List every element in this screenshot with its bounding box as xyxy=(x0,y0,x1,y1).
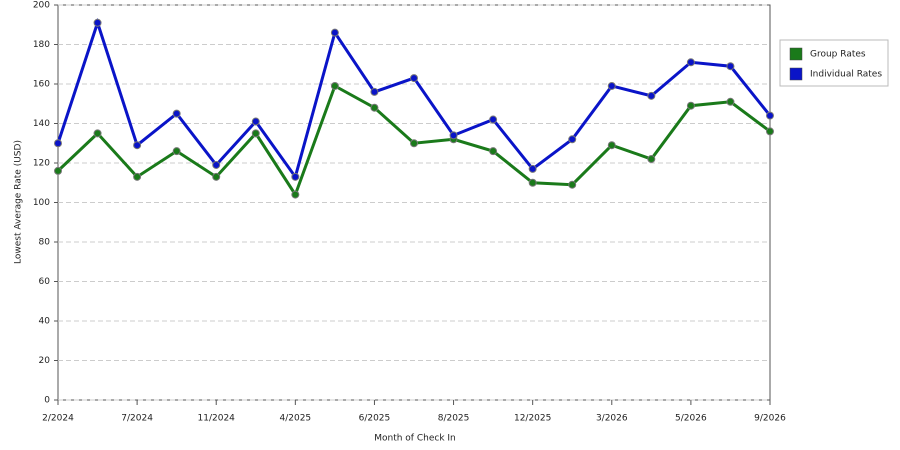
data-point xyxy=(212,160,221,169)
data-point xyxy=(607,141,616,150)
x-axis-title: Month of Check In xyxy=(374,434,456,444)
y-tick-label: 200 xyxy=(33,1,50,11)
data-point xyxy=(291,172,300,181)
data-point xyxy=(172,147,181,156)
data-point xyxy=(726,62,735,71)
x-tick-label: 2/2024 xyxy=(42,414,74,424)
data-point xyxy=(686,58,695,67)
data-point xyxy=(93,18,102,27)
x-tick-label: 9/2026 xyxy=(754,414,786,424)
x-tick-label: 11/2024 xyxy=(198,414,236,424)
x-tick-label: 8/2025 xyxy=(438,414,470,424)
data-point xyxy=(528,178,537,187)
data-point xyxy=(370,103,379,112)
data-point xyxy=(54,166,62,175)
data-point xyxy=(251,117,260,126)
y-tick-label: 160 xyxy=(33,80,50,90)
data-point xyxy=(647,91,656,100)
legend-label: Individual Rates xyxy=(810,70,882,80)
y-axis-title: Lowest Average Rate (USD) xyxy=(14,140,24,264)
y-tick-label: 60 xyxy=(39,277,51,287)
data-point xyxy=(172,109,181,118)
data-point xyxy=(766,111,774,120)
data-point xyxy=(93,129,102,138)
data-point xyxy=(489,147,498,156)
data-point xyxy=(370,87,379,96)
data-point xyxy=(212,172,221,181)
data-point xyxy=(251,129,260,138)
y-tick-label: 40 xyxy=(39,317,51,327)
data-point xyxy=(330,81,339,90)
data-point xyxy=(291,190,300,199)
x-tick-label: 3/2026 xyxy=(596,414,628,424)
x-tick-label: 5/2026 xyxy=(675,414,707,424)
legend-label: Group Rates xyxy=(810,50,866,60)
y-tick-label: 20 xyxy=(39,356,51,366)
data-point xyxy=(54,139,62,148)
data-point xyxy=(686,101,695,110)
data-point xyxy=(133,141,142,150)
x-tick-label: 12/2025 xyxy=(514,414,551,424)
data-point xyxy=(489,115,498,124)
data-point xyxy=(449,131,458,140)
data-point xyxy=(410,74,418,83)
data-point xyxy=(647,155,656,164)
x-tick-label: 6/2025 xyxy=(359,414,391,424)
legend-swatch xyxy=(789,67,803,81)
data-point xyxy=(568,135,577,144)
data-point xyxy=(330,28,339,37)
legend-swatch xyxy=(789,47,803,61)
data-point xyxy=(410,139,418,148)
y-tick-label: 180 xyxy=(33,40,50,50)
y-tick-label: 80 xyxy=(39,238,51,248)
data-point xyxy=(133,172,142,181)
x-tick-label: 4/2025 xyxy=(279,414,311,424)
data-point xyxy=(607,81,616,90)
y-tick-label: 0 xyxy=(44,396,50,406)
y-tick-label: 140 xyxy=(33,119,50,129)
data-point xyxy=(766,127,774,136)
data-point xyxy=(528,164,537,173)
data-point xyxy=(568,180,577,189)
y-tick-label: 100 xyxy=(33,198,50,208)
data-point xyxy=(726,97,735,106)
y-tick-label: 120 xyxy=(33,159,50,169)
x-tick-label: 7/2024 xyxy=(121,414,153,424)
